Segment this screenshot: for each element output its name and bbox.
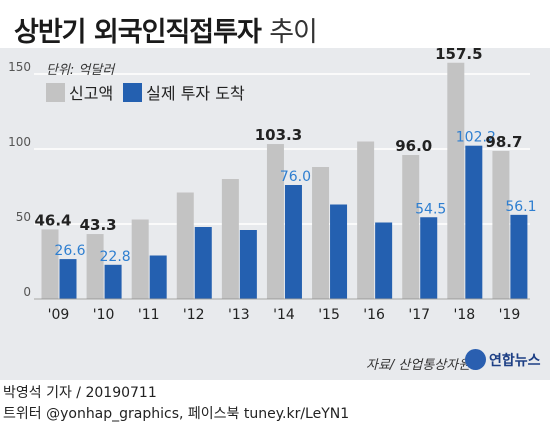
legend: 신고액 실제 투자 도착 <box>46 80 255 104</box>
bar-declared <box>402 155 420 299</box>
bar-arrived <box>510 214 528 299</box>
bar-arrived <box>420 217 438 299</box>
bar-arrived <box>330 204 348 299</box>
legend-item-declared: 신고액 <box>46 80 113 104</box>
data-label-declared: 98.7 <box>485 133 522 151</box>
yonhap-logo: 연합뉴스 <box>465 349 541 370</box>
x-tick-label: '11 <box>138 307 160 323</box>
bar-arrived <box>284 185 302 299</box>
y-tick-label: 100 <box>8 135 31 149</box>
bar-declared <box>266 144 284 299</box>
bar-arrived <box>194 227 212 299</box>
logo-text: 연합뉴스 <box>489 352 541 369</box>
bar-declared <box>357 141 375 299</box>
bar-declared <box>447 62 465 299</box>
x-tick-label: '10 <box>93 307 115 323</box>
bar-arrived <box>465 145 483 299</box>
data-label-declared: 96.0 <box>395 137 432 155</box>
bar-arrived <box>239 230 257 299</box>
credit-line-1: 박영석 기자 / 20190711 <box>3 385 157 401</box>
data-label-arrived: 76.0 <box>280 169 311 185</box>
bar-declared <box>492 150 510 299</box>
data-label-arrived: 26.6 <box>54 243 85 259</box>
x-tick-label: '14 <box>273 307 295 323</box>
data-label-arrived: 56.1 <box>505 199 536 215</box>
data-label-declared: 46.4 <box>34 211 71 229</box>
x-tick-label: '19 <box>499 307 521 323</box>
bar-declared <box>312 167 330 299</box>
data-label-declared: 103.3 <box>255 126 302 144</box>
x-tick-label: '18 <box>453 307 475 323</box>
x-tick-label: '17 <box>408 307 430 323</box>
bar-arrived <box>375 222 393 299</box>
bar-declared <box>86 234 104 299</box>
bar-arrived <box>104 264 122 299</box>
bar-declared <box>221 179 239 299</box>
y-tick-label: 150 <box>8 60 31 74</box>
bar-declared <box>131 219 149 299</box>
logo-mark-icon <box>465 349 486 370</box>
legend-label-arrived: 실제 투자 도착 <box>146 84 245 103</box>
bar-arrived <box>59 259 77 299</box>
bar-arrived <box>149 255 167 299</box>
title-suffix: 추이 <box>269 17 318 48</box>
data-label-arrived: 54.5 <box>415 201 446 217</box>
y-tick-label: 50 <box>16 210 31 224</box>
x-tick-label: '15 <box>318 307 340 323</box>
data-label-declared: 157.5 <box>435 45 482 63</box>
data-label-declared: 43.3 <box>80 216 117 234</box>
data-label-arrived: 102.2 <box>456 130 496 146</box>
data-label-arrived: 22.8 <box>100 249 131 265</box>
chart-title: 상반기 외국인직접투자 추이 <box>14 10 318 49</box>
credit: 박영석 기자 / 20190711 트위터 @yonhap_graphics, … <box>3 383 349 425</box>
y-tick-label: 0 <box>23 285 31 299</box>
bar-declared <box>41 229 59 299</box>
title-main: 상반기 외국인직접투자 <box>14 17 262 48</box>
x-tick-label: '16 <box>363 307 385 323</box>
unit-label: 단위: 억달러 <box>46 63 115 78</box>
source-note: 자료/ 산업통상자원부 <box>366 358 483 373</box>
legend-swatch-declared <box>46 82 65 102</box>
legend-swatch-arrived <box>123 82 143 102</box>
credit-line-2: 트위터 @yonhap_graphics, 페이스북 tuney.kr/LeYN… <box>3 406 350 422</box>
legend-item-arrived: 실제 투자 도착 <box>123 80 245 104</box>
legend-label-declared: 신고액 <box>69 84 114 103</box>
x-tick-label: '12 <box>183 307 205 323</box>
x-tick-label: '09 <box>48 307 70 323</box>
bar-declared <box>176 192 194 299</box>
x-tick-label: '13 <box>228 307 250 323</box>
